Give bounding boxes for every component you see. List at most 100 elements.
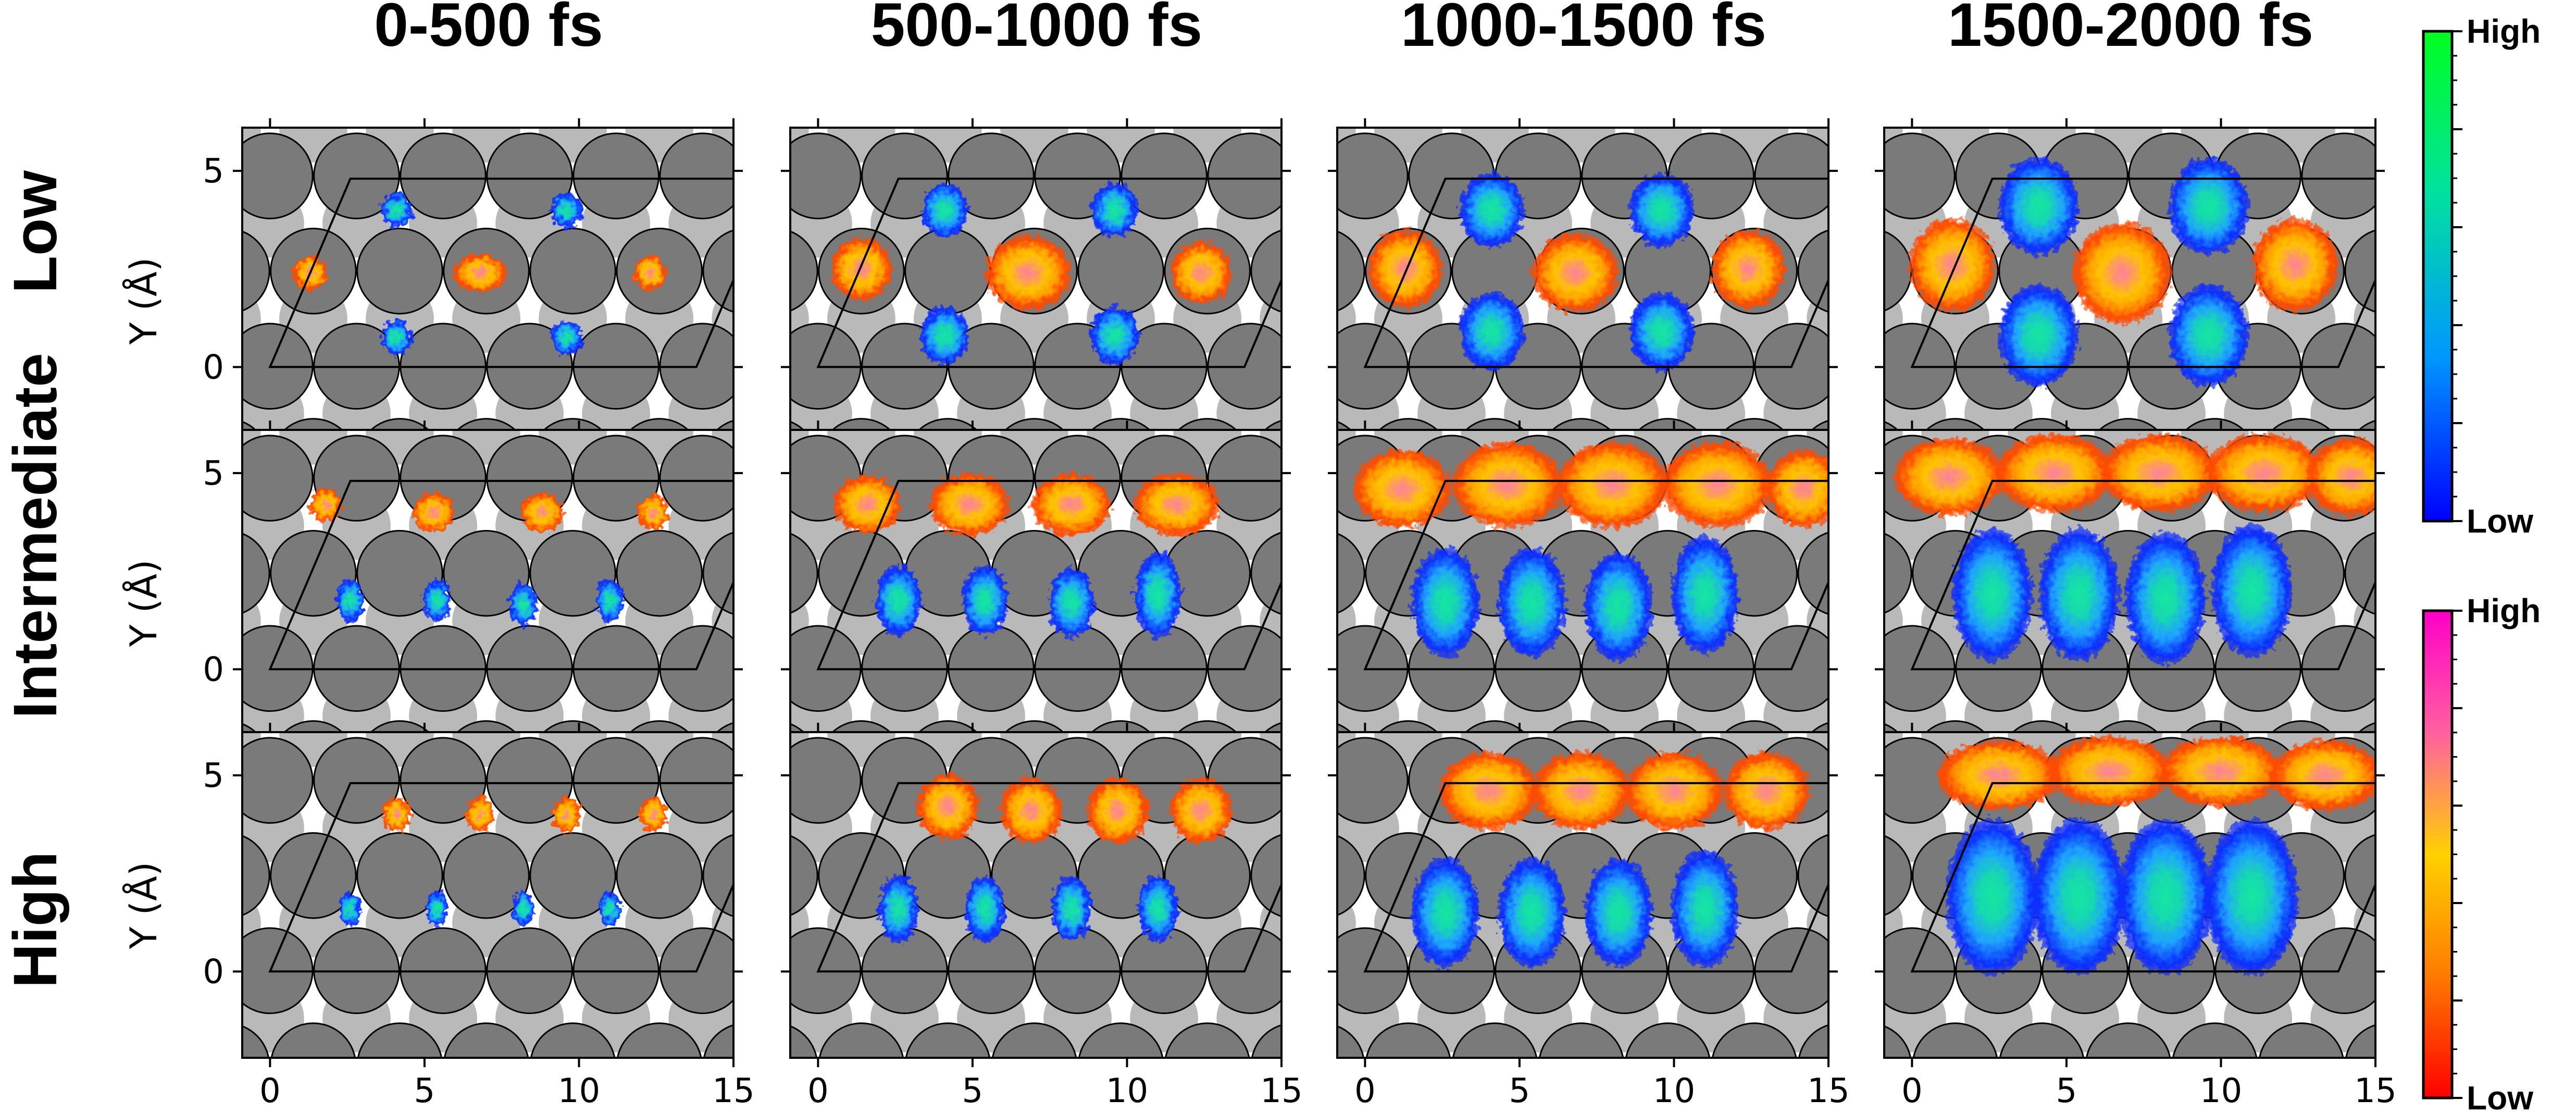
colorbar-cold: High Low	[2422, 13, 2541, 540]
density-clouds	[878, 773, 1233, 942]
cold-density-cloud-2	[1459, 292, 1524, 371]
colorbar-low-label: Low	[2467, 1079, 2533, 1112]
hot-density-cloud-2	[1087, 777, 1149, 844]
supercell-outline	[1363, 782, 1828, 973]
cold-density-cloud-8	[1671, 536, 1739, 654]
cold-density-cloud-2	[509, 583, 538, 626]
x-tick-label: 5	[962, 1072, 984, 1110]
hot-density-cloud-1	[1995, 434, 2113, 513]
cold-density-cloud-0	[922, 182, 968, 238]
panel-grid: 05Y (Å)05Y (Å)051015X (Å)05Y (Å)051015X …	[122, 118, 2397, 1110]
x-tick-label: 10	[558, 1072, 600, 1110]
supercell-outline	[816, 782, 1281, 973]
hot-density-cloud-0	[1439, 751, 1538, 831]
cold-density-cloud-3	[551, 319, 582, 355]
density-clouds	[1909, 157, 2338, 387]
y-tick-label: 0	[203, 953, 224, 991]
x-tick-label: 10	[1653, 1072, 1695, 1110]
cold-density-cloud-7	[1671, 849, 1739, 968]
density-clouds	[833, 473, 1220, 638]
hot-density-cloud-1	[2072, 221, 2172, 324]
hot-density-cloud-0	[382, 797, 411, 833]
hot-density-cloud-2	[1624, 751, 1724, 831]
row-label-low: Low	[1, 170, 70, 293]
cold-density-cloud-7	[1135, 551, 1181, 638]
hot-density-cloud-0	[833, 475, 902, 534]
x-tick-label: 10	[2200, 1072, 2242, 1110]
column-title-0: 0-500 fs	[374, 0, 603, 59]
hot-density-cloud-1	[2048, 736, 2172, 807]
density-clouds	[1352, 441, 1828, 662]
hot-density-cloud-1	[1532, 751, 1631, 831]
cold-density-cloud-7	[1584, 551, 1652, 662]
hot-density-cloud-2	[2251, 218, 2338, 312]
hot-density-cloud-0	[1909, 218, 1996, 312]
panel-r0-c2	[1328, 118, 1838, 463]
ticks	[1875, 723, 2385, 1067]
supercell-outline	[268, 177, 733, 368]
cold-density-cloud-6	[1584, 857, 1652, 968]
y-tick-label: 5	[203, 454, 224, 493]
cold-density-cloud-3	[596, 579, 624, 622]
hot-density-cloud-3	[1723, 751, 1810, 831]
panel-r2-c2: 051015X (Å)	[1328, 723, 1850, 1110]
hot-density-cloud-2	[1557, 441, 1668, 528]
hot-density-cloud-4	[2307, 438, 2375, 516]
hot-density-cloud-6	[520, 492, 564, 532]
column-title-1: 500-1000 fs	[871, 0, 1202, 59]
panel-r2-c3: 051015X (Å)	[1875, 723, 2397, 1110]
row-label-high: High	[1, 851, 70, 988]
cold-density-cloud-0	[381, 192, 413, 228]
x-tick-label: 10	[1106, 1072, 1148, 1110]
hot-density-cloud-0	[917, 773, 979, 841]
panel-frame	[241, 731, 735, 1059]
y-tick-label: 0	[203, 650, 224, 689]
cold-density-cloud-4	[2168, 157, 2249, 255]
supercell-outline	[1363, 177, 1828, 368]
panel-frame	[1883, 731, 2376, 1059]
hot-density-cloud-3	[2270, 740, 2375, 811]
panel-r0-c3	[1875, 118, 2385, 463]
cold-density-cloud-4	[1411, 857, 1479, 968]
colorbar-hot: High Low	[2422, 592, 2541, 1112]
cold-density-cloud-5	[1952, 528, 2033, 662]
cold-density-cloud-6	[2168, 285, 2249, 387]
cold-density-cloud-6	[2119, 818, 2212, 975]
cold-density-cloud-4	[875, 565, 922, 636]
column-title-2: 1000-1500 fs	[1401, 0, 1766, 59]
supercell-outline	[1910, 479, 2375, 671]
y-axis-label: Y (Å)	[122, 560, 165, 648]
hot-density-cloud-2	[2100, 434, 2218, 513]
hot-density-cloud-3	[1170, 777, 1233, 844]
x-tick-label: 5	[2056, 1072, 2077, 1110]
x-tick-label: 0	[1354, 1072, 1376, 1110]
cold-density-cloud-6	[2038, 528, 2119, 662]
hot-density-cloud-4	[310, 487, 341, 522]
hot-density-cloud-4	[1368, 229, 1442, 308]
cold-density-cloud-1	[1629, 172, 1695, 248]
hot-density-cloud-1	[1000, 777, 1062, 844]
hot-density-cloud-3	[1661, 441, 1773, 528]
column-titles: 0-500 fs 500-1000 fs 1000-1500 fs 1500-2…	[374, 0, 2313, 59]
cold-density-cloud-5	[426, 891, 448, 926]
cold-density-cloud-7	[2125, 532, 2206, 665]
hot-density-cloud-4	[830, 237, 892, 301]
cold-density-cloud-2	[381, 319, 413, 355]
hot-density-cloud-1	[1451, 441, 1563, 528]
hot-density-cloud-0	[1893, 438, 2005, 516]
x-tick-label: 5	[414, 1072, 435, 1110]
x-tick-label: 0	[259, 1072, 281, 1110]
ticks	[1328, 723, 1838, 1067]
x-tick-label: 15	[2354, 1072, 2396, 1110]
hot-density-cloud-1	[929, 473, 1010, 536]
x-tick-label: 0	[1901, 1072, 1923, 1110]
cold-density-cloud-5	[1998, 285, 2079, 387]
colorbar-high-label: High	[2467, 592, 2541, 629]
density-clouds	[339, 797, 667, 926]
y-tick-label: 0	[203, 348, 224, 387]
ticks	[781, 723, 1291, 1067]
supercell-outline	[268, 782, 733, 973]
hot-density-cloud-7	[638, 495, 669, 530]
hot-density-cloud-2	[1031, 473, 1112, 536]
